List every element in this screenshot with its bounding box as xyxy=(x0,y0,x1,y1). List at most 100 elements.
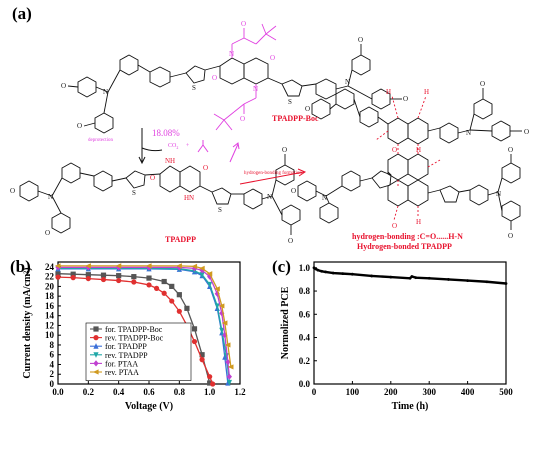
y-axis-label: Current density (mA/cm²) xyxy=(22,267,33,378)
data-point xyxy=(116,277,122,284)
svg-text:O: O xyxy=(10,187,15,195)
legend-marker xyxy=(93,360,99,367)
x-tick-label: 0.8 xyxy=(174,387,186,397)
svg-text:O: O xyxy=(282,146,287,154)
svg-text:H: H xyxy=(416,218,421,226)
x-axis-label: Voltage (V) xyxy=(125,401,173,412)
legend-entry: for. PTAA xyxy=(105,359,138,368)
data-point xyxy=(207,281,213,288)
y-tick-label: 8 xyxy=(50,340,55,350)
svg-text:N: N xyxy=(229,50,234,58)
data-point xyxy=(191,265,198,272)
y-tick-label: 0.4 xyxy=(299,333,311,343)
series-line xyxy=(58,267,231,383)
data-point xyxy=(115,263,122,269)
y-tick-label: 20 xyxy=(45,281,55,291)
svg-text:O: O xyxy=(480,80,485,88)
hbond-caption-line1: hydrogen-bonding :C=O......H-N xyxy=(352,232,463,241)
svg-text:H: H xyxy=(424,88,429,96)
svg-text:O: O xyxy=(403,95,408,103)
svg-text:N: N xyxy=(322,194,327,202)
data-point xyxy=(210,381,216,387)
x-tick-label: 1.2 xyxy=(234,387,246,397)
svg-text:O: O xyxy=(508,146,513,154)
y-tick-label: 1.0 xyxy=(299,263,311,273)
y-tick-label: 6 xyxy=(50,350,55,360)
data-point xyxy=(184,305,190,311)
data-point xyxy=(169,283,175,289)
data-point xyxy=(199,352,205,358)
svg-text:NH: NH xyxy=(165,157,175,165)
data-point xyxy=(370,274,373,278)
data-point xyxy=(199,272,205,278)
series-rev-tpadpp-boc xyxy=(55,274,216,387)
data-point xyxy=(55,271,61,277)
data-point xyxy=(447,278,450,281)
data-point xyxy=(199,357,205,363)
hbond-caption-line2: Hydrogen-bonded TPADPP xyxy=(357,242,452,251)
svg-text:H: H xyxy=(416,146,421,154)
data-point xyxy=(191,263,198,269)
data-point xyxy=(145,263,152,269)
data-point xyxy=(131,279,137,285)
stability-chart: 0 100 200 300 400 500 0.0 0.2 0.4 0.6 0.8 1.0 Time (… xyxy=(280,261,513,412)
panel-c-label: (c) xyxy=(272,257,291,276)
x-tick-label: 0 xyxy=(312,387,317,397)
data-point xyxy=(226,373,232,380)
svg-text:N: N xyxy=(345,78,350,86)
x-tick-label: 0.4 xyxy=(113,387,125,397)
data-point xyxy=(320,269,324,273)
x-tick-label: 500 xyxy=(499,387,513,397)
y-tick-label: 0.2 xyxy=(299,356,311,366)
legend-entry: for. TPADPP xyxy=(105,342,147,351)
data-point xyxy=(331,271,335,275)
reaction-yield: 18.08% xyxy=(152,128,180,138)
compound-label-boc: TPADPP-Boc xyxy=(272,114,319,123)
data-point xyxy=(176,263,182,269)
svg-text:O: O xyxy=(288,237,293,245)
data-point xyxy=(485,280,489,284)
byproduct-plus: + xyxy=(185,143,190,149)
y-tick-label: 0.6 xyxy=(299,309,311,319)
data-point xyxy=(214,286,220,292)
data-point xyxy=(161,290,167,296)
svg-text:N: N xyxy=(466,129,471,137)
svg-text:O: O xyxy=(358,36,363,44)
y-axis-label: Normolized PCE xyxy=(280,286,291,359)
data-point xyxy=(70,275,76,281)
data-point xyxy=(226,379,232,386)
data-point xyxy=(207,374,213,380)
data-point xyxy=(146,282,152,288)
svg-text:O: O xyxy=(61,82,66,90)
y-tick-label: 14 xyxy=(45,311,55,321)
data-point xyxy=(408,276,412,280)
data-point xyxy=(224,342,231,348)
data-point xyxy=(191,338,198,345)
byproduct-co2: CO2 + xyxy=(168,143,189,150)
data-point xyxy=(466,279,469,282)
data-point xyxy=(427,276,431,280)
svg-text:N: N xyxy=(48,193,53,201)
legend-marker xyxy=(92,369,99,375)
hbond-arrow-label: hydrogen-bonding formation xyxy=(244,171,302,176)
panel-a-scheme: N O O S S N O O N N O O O O xyxy=(10,20,529,245)
y-tick-label: 0 xyxy=(50,379,55,389)
y-tick-label: 16 xyxy=(45,301,55,311)
data-point xyxy=(146,275,152,281)
data-point xyxy=(198,265,205,271)
data-point xyxy=(55,274,61,280)
data-point xyxy=(221,320,228,326)
data-point xyxy=(85,275,91,282)
data-point xyxy=(100,272,107,278)
legend-entry: rev. PTAA xyxy=(105,368,139,377)
data-point xyxy=(351,272,354,276)
data-point xyxy=(218,303,225,309)
x-axis-label: Time (h) xyxy=(392,401,429,412)
jv-chart: 0.0 0.2 0.4 0.6 0.8 1.0 1.20246810121416182022… xyxy=(22,261,246,412)
data-point xyxy=(414,276,418,280)
data-point xyxy=(176,308,182,314)
data-point xyxy=(191,326,198,332)
legend-marker xyxy=(93,343,99,349)
data-point xyxy=(85,263,91,269)
svg-text:S: S xyxy=(132,189,136,197)
